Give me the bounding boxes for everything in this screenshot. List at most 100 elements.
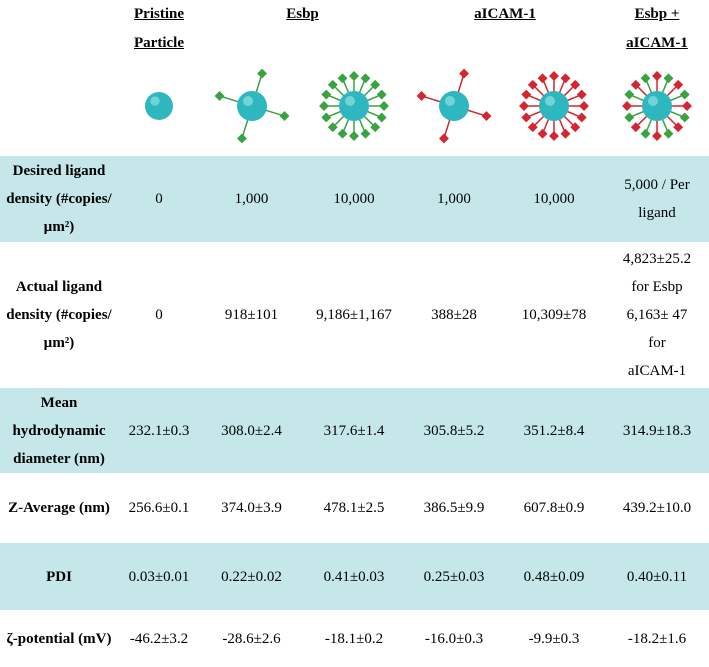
row-label: Mean hydrodynamic diameter (nm): [0, 388, 118, 473]
cell: 386.5±9.9: [423, 500, 485, 516]
particle-icon: [319, 71, 389, 141]
icon-part: [673, 79, 684, 90]
cell: 4,823±25.2 for Esbp 6,163± 47 for aICAM-1: [605, 242, 709, 388]
icon-part: [579, 101, 589, 111]
cell: -18.1±0.2: [324, 630, 384, 647]
icon-part: [642, 91, 672, 121]
cell: -28.6±2.6: [222, 630, 281, 647]
cell: 0.40±0.11: [605, 543, 709, 610]
cell: -9.9±0.3: [528, 630, 580, 647]
icon-part: [439, 91, 469, 121]
cell: 10,000: [503, 156, 605, 242]
icon-part: [360, 73, 371, 84]
icon-part: [652, 131, 662, 141]
cell: 351.2±8.4: [503, 388, 605, 473]
icon-part: [624, 112, 635, 123]
icon-part: [640, 73, 651, 84]
cell-line: for Esbp: [631, 279, 683, 295]
cell: 388±28: [431, 307, 477, 323]
cell: 305.8±5.2: [405, 388, 503, 473]
icon-part: [537, 128, 548, 139]
icon-part: [319, 101, 329, 111]
icon-part: [337, 73, 348, 84]
row-label: Z-Average (nm): [8, 500, 110, 516]
icon-part: [279, 111, 289, 121]
cell: -16.0±0.3: [424, 630, 484, 647]
icon-part: [560, 73, 571, 84]
cell: 308.0±2.4: [200, 388, 303, 473]
icon-part: [570, 79, 581, 90]
icon-part: [345, 96, 355, 106]
icon-part: [236, 91, 267, 121]
particle-icon: [214, 68, 289, 144]
icon-part: [349, 71, 359, 81]
icon-part: [527, 79, 538, 90]
cell: 607.8±0.9: [523, 500, 585, 516]
icon-part: [679, 89, 690, 100]
table-row: ζ-potential (mV) -46.2±3.2 -28.6±2.6 -18.1±…: [0, 610, 709, 667]
cell: 0.25±0.03: [405, 543, 503, 610]
row-label: ζ-potential (mV): [6, 630, 112, 647]
icon-part: [236, 133, 247, 144]
particle-icon: [519, 71, 589, 141]
icon-part: [214, 91, 224, 101]
table-row: Desired ligand density (#copies/µm²) 0 1,0…: [0, 156, 709, 242]
icon-part: [576, 112, 587, 123]
cell: 0.22±0.02: [200, 543, 303, 610]
icon-part: [321, 89, 332, 100]
icon-part: [648, 96, 658, 106]
icon-part: [349, 131, 359, 141]
icon-part: [416, 91, 427, 101]
cell-line: 4,823±25.2: [622, 251, 692, 267]
cell: 918±101: [224, 307, 279, 323]
header: Pristine Particle: [134, 6, 184, 51]
cell: 374.0±3.9: [221, 500, 282, 516]
cell: 9,186±1,167: [316, 307, 392, 323]
cell: 314.9±18.3: [605, 388, 709, 473]
cell: 10,000: [303, 156, 405, 242]
icon-part: [624, 89, 635, 100]
icon-part: [337, 128, 348, 139]
icon-part: [481, 111, 492, 121]
icon-part: [549, 131, 559, 141]
cell: 0.48±0.09: [503, 543, 605, 610]
icon-part: [622, 101, 632, 111]
icon-part: [439, 133, 449, 144]
icon-row: [0, 66, 709, 156]
cell: -46.2±3.2: [129, 630, 189, 647]
icon-part: [576, 89, 587, 100]
icon-part: [549, 71, 559, 81]
icon-part: [560, 128, 571, 139]
icon-part: [150, 96, 160, 106]
cell: 0: [118, 156, 200, 242]
particle-icon: [622, 71, 692, 141]
icon-part: [527, 122, 538, 133]
cell: 0: [155, 307, 163, 323]
cell-line: 6,163± 47: [626, 307, 688, 323]
icon-part: [539, 91, 569, 121]
icon-part: [673, 122, 684, 133]
header: Esbp: [286, 6, 319, 22]
icon-part: [630, 79, 641, 90]
particle-icon: [145, 92, 173, 120]
cell: 256.6±0.1: [128, 500, 190, 516]
header: Esbp + aICAM-1: [626, 6, 688, 51]
icon-part: [682, 101, 692, 111]
cell-line: aICAM-1: [627, 363, 687, 379]
row-label: Actual ligand density (#copies/µm²): [6, 279, 112, 351]
table-row: PDI 0.03±0.01 0.22±0.02 0.41±0.03 0.25±0.03 0…: [0, 543, 709, 610]
icon-part: [445, 96, 455, 106]
icon-part: [145, 92, 173, 120]
icon-part: [376, 112, 387, 123]
cell: 232.1±0.3: [118, 388, 200, 473]
header-row: Pristine Particle Esbp aICAM-1 Esbp + aI…: [0, 0, 709, 66]
cell: 10,309±78: [521, 307, 587, 323]
cell: 1,000: [405, 156, 503, 242]
icon-part: [242, 96, 253, 106]
cell: 317.6±1.4: [303, 388, 405, 473]
cell: 0.41±0.03: [303, 543, 405, 610]
icon-part: [679, 112, 690, 123]
icon-part: [640, 128, 651, 139]
icon-part: [545, 96, 555, 106]
